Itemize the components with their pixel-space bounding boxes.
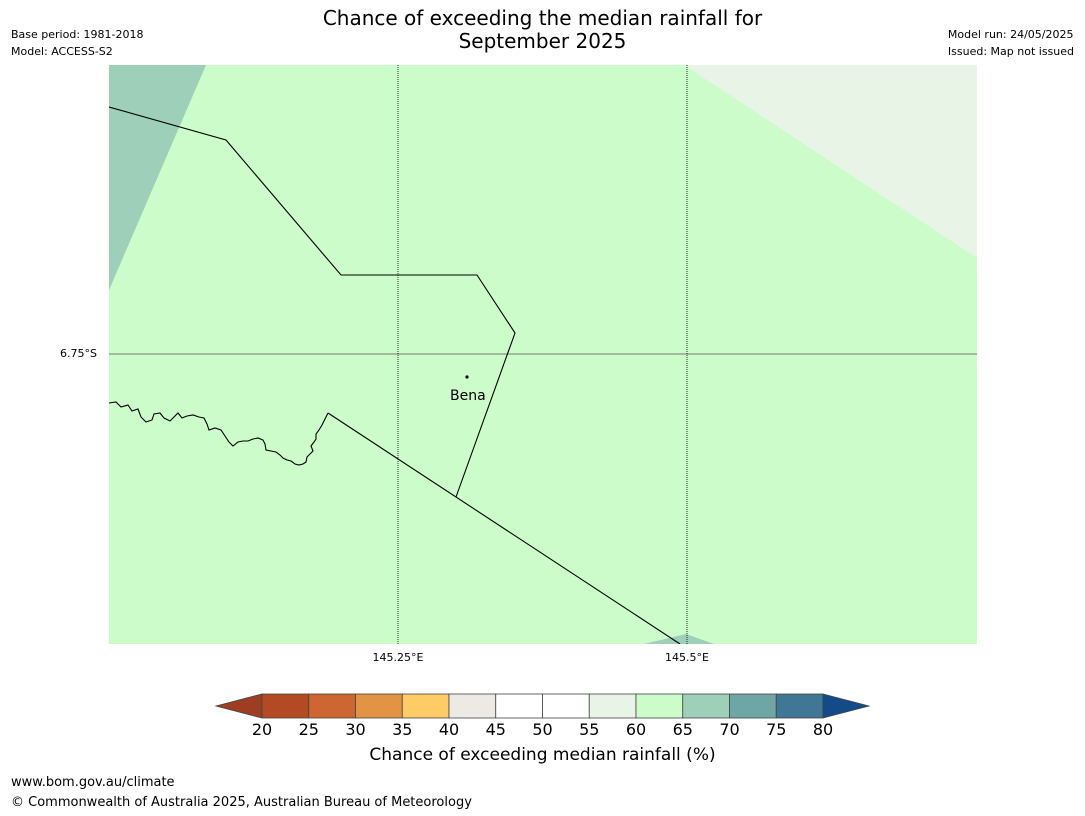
colorbar-tick-label: 20 xyxy=(251,720,273,739)
colorbar-swatch xyxy=(495,693,543,719)
map-fill-teal-bottom xyxy=(644,634,714,644)
colorbar-label: Chance of exceeding median rainfall (%) xyxy=(369,745,716,765)
map-area xyxy=(109,65,977,644)
colorbar-swatch xyxy=(355,693,403,719)
colorbar-swatches xyxy=(261,693,824,719)
lon-label-1: 145.25°E xyxy=(372,651,424,664)
issued-status: Issued: Map not issued xyxy=(947,45,1074,58)
colorbar-tick-label: 30 xyxy=(345,720,366,739)
colorbar-right-arrow xyxy=(822,693,871,719)
lon-label-2: 145.5°E xyxy=(665,651,709,664)
colorbar-tick-label: 65 xyxy=(672,720,693,739)
colorbar-swatch xyxy=(775,693,824,719)
model-name: Model: ACCESS-S2 xyxy=(11,45,113,58)
district-boundary xyxy=(327,412,681,644)
colorbar-swatch xyxy=(588,693,637,719)
colorbar-swatch xyxy=(261,693,310,719)
colorbar-tick-label: 40 xyxy=(438,720,460,739)
colorbar-swatch xyxy=(682,693,730,719)
title-line-1: Chance of exceeding the median rainfall … xyxy=(322,6,763,30)
colorbar-tick-label: 70 xyxy=(719,720,740,739)
colorbar-tick-label: 80 xyxy=(812,720,834,739)
base-period: Base period: 1981-2018 xyxy=(11,28,144,41)
meta-right: Model run: 24/05/2025 Issued: Map not is… xyxy=(948,26,1074,60)
colorbar-tick-label: 35 xyxy=(392,720,413,739)
place-marker xyxy=(465,375,469,379)
colorbar-tick-label: 75 xyxy=(766,720,787,739)
meta-left: Base period: 1981-2018 Model: ACCESS-S2 xyxy=(11,26,143,60)
colorbar-left-arrow xyxy=(214,693,263,719)
colorbar-tick-label: 55 xyxy=(579,720,600,739)
colorbar-tick-label: 45 xyxy=(485,720,506,739)
colorbar-swatch xyxy=(542,693,590,719)
colorbar-swatch xyxy=(401,693,450,719)
colorbar xyxy=(214,693,871,719)
footer-copyright: © Commonwealth of Australia 2025, Austra… xyxy=(11,795,472,810)
colorbar-swatch xyxy=(308,693,356,719)
coastline xyxy=(109,401,329,466)
map-fill-pale xyxy=(684,65,977,258)
colorbar-tick-label: 50 xyxy=(532,720,553,739)
model-run: Model run: 24/05/2025 xyxy=(947,28,1074,41)
map-fill-teal xyxy=(109,65,206,290)
lat-label: 6.75°S xyxy=(60,347,97,360)
colorbar-swatch xyxy=(448,693,497,719)
colorbar-tick-label: 25 xyxy=(298,720,319,739)
colorbar-swatch xyxy=(635,693,684,719)
footer-url[interactable]: www.bom.gov.au/climate xyxy=(11,775,175,790)
map-title: Chance of exceeding the median rainfall … xyxy=(0,7,1085,53)
colorbar-swatch xyxy=(729,693,777,719)
colorbar-tick-label: 60 xyxy=(625,720,647,739)
title-line-2: September 2025 xyxy=(458,29,627,53)
province-boundary xyxy=(109,106,516,498)
place-label: Bena xyxy=(450,388,486,404)
